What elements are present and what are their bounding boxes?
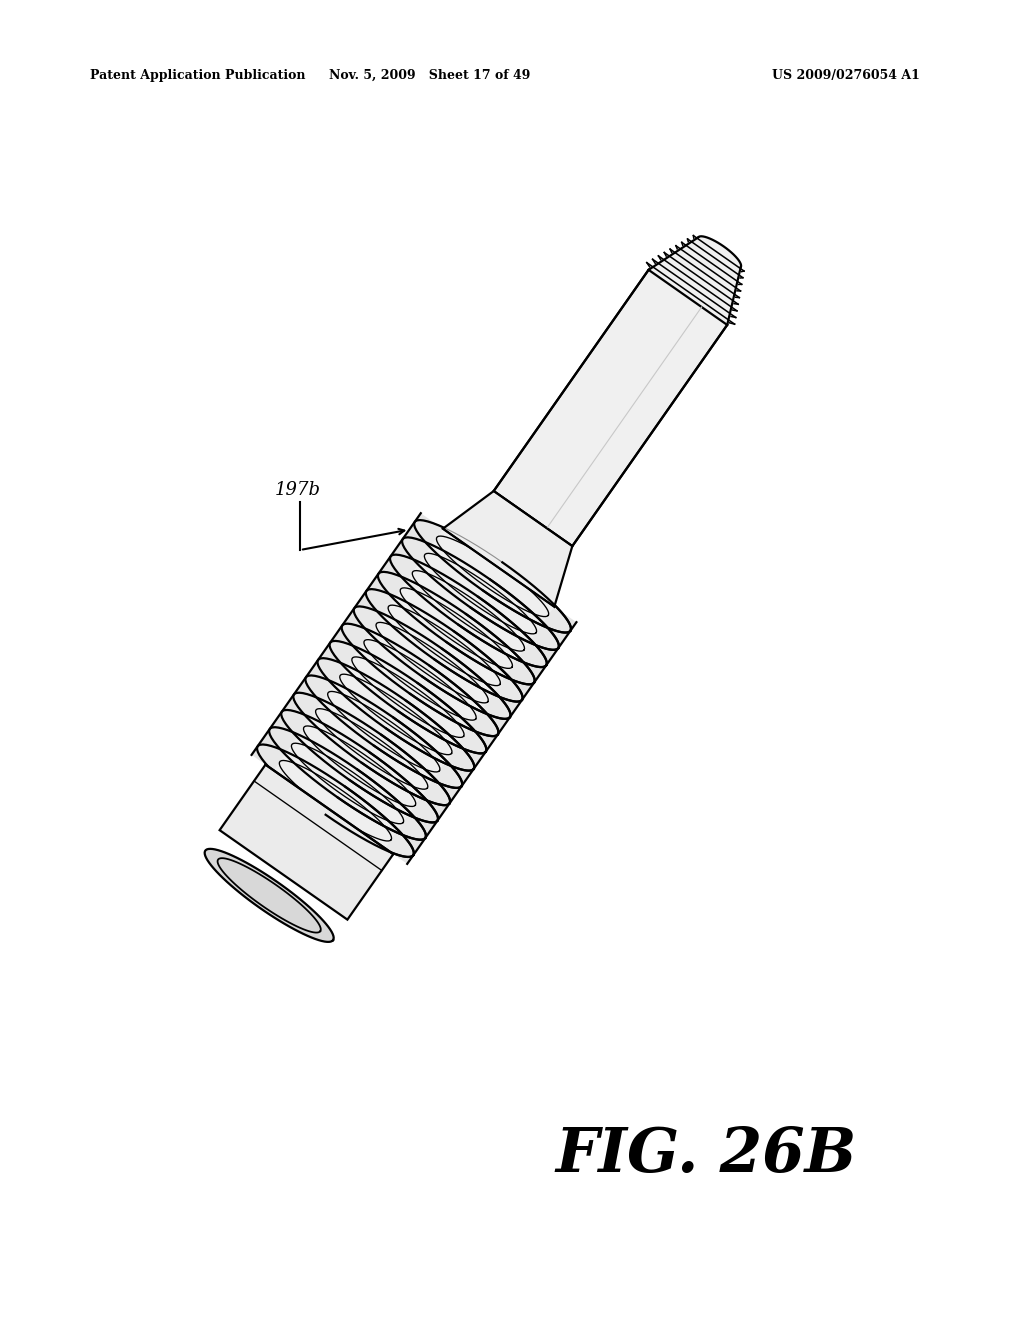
Polygon shape	[342, 623, 499, 737]
Text: US 2009/0276054 A1: US 2009/0276054 A1	[772, 69, 920, 82]
Polygon shape	[205, 236, 741, 940]
Text: FIG. 26B: FIG. 26B	[555, 1125, 856, 1185]
Polygon shape	[293, 693, 451, 805]
Polygon shape	[282, 710, 438, 822]
Text: Patent Application Publication: Patent Application Publication	[90, 69, 305, 82]
Polygon shape	[366, 589, 522, 702]
Polygon shape	[305, 676, 462, 788]
Text: Nov. 5, 2009   Sheet 17 of 49: Nov. 5, 2009 Sheet 17 of 49	[330, 69, 530, 82]
Polygon shape	[402, 537, 559, 649]
Polygon shape	[219, 764, 393, 920]
Polygon shape	[378, 572, 535, 684]
Polygon shape	[330, 642, 486, 754]
Text: 197b: 197b	[275, 480, 321, 499]
Polygon shape	[273, 529, 554, 849]
Polygon shape	[648, 236, 741, 325]
Polygon shape	[273, 529, 554, 849]
Polygon shape	[414, 520, 571, 632]
Polygon shape	[385, 607, 577, 863]
Polygon shape	[317, 659, 474, 771]
Polygon shape	[443, 491, 572, 607]
Polygon shape	[205, 849, 334, 942]
Polygon shape	[390, 554, 547, 667]
Polygon shape	[494, 269, 727, 546]
Polygon shape	[252, 513, 443, 771]
Polygon shape	[353, 606, 511, 719]
Polygon shape	[257, 744, 414, 857]
Polygon shape	[269, 727, 426, 840]
